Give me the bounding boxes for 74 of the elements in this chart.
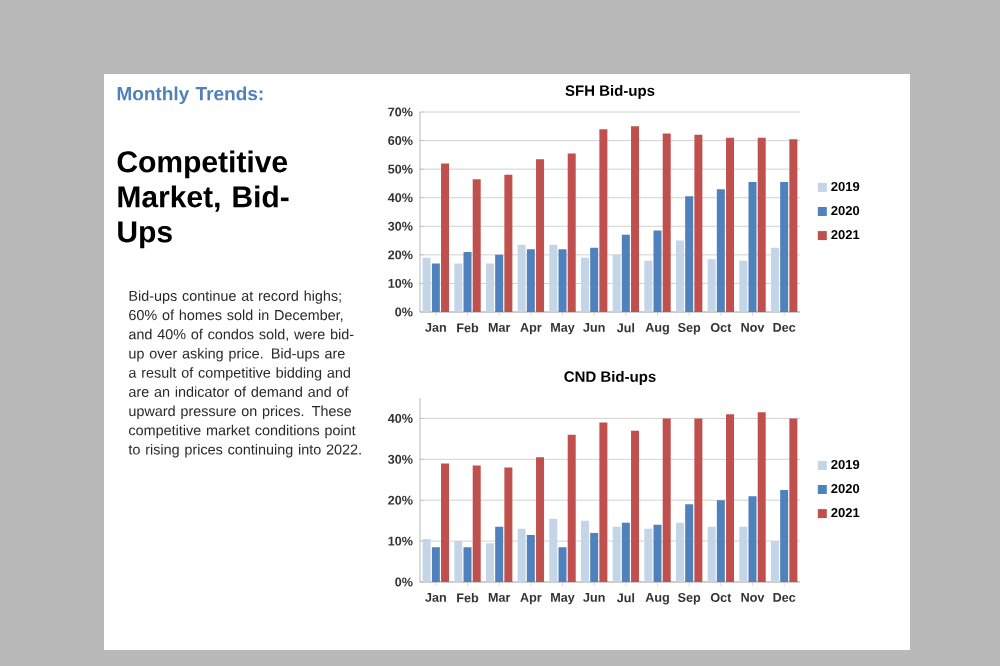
- bar: [631, 430, 640, 582]
- bar: [653, 230, 662, 312]
- bar: [517, 528, 526, 582]
- bar: [716, 500, 725, 582]
- bar: [422, 539, 431, 582]
- bar: [422, 257, 431, 312]
- bar: [485, 263, 494, 312]
- bar: [472, 179, 481, 312]
- bar: [662, 133, 671, 312]
- bar: [612, 254, 621, 312]
- bar: [757, 137, 766, 312]
- bar: [621, 234, 630, 312]
- bar: [463, 252, 472, 312]
- bar: [707, 526, 716, 582]
- bar: [757, 412, 766, 582]
- bar: [770, 541, 779, 582]
- bar: [504, 174, 513, 312]
- bar: [685, 504, 694, 582]
- bar: [526, 249, 535, 312]
- bar: [590, 247, 599, 312]
- bar: [431, 263, 440, 312]
- bar: [558, 547, 567, 582]
- bar: [454, 541, 463, 582]
- text: Monthly Trends:: [117, 86, 263, 105]
- bar: [662, 418, 671, 582]
- bar: [644, 528, 653, 582]
- bar: [495, 526, 504, 582]
- bar: [517, 244, 526, 312]
- bar: [590, 532, 599, 582]
- bar: [748, 182, 757, 312]
- bar: [780, 182, 789, 312]
- bar: [463, 547, 472, 582]
- bar: [599, 129, 608, 312]
- bar: [441, 163, 450, 312]
- bar: [599, 422, 608, 582]
- bar: [580, 520, 589, 582]
- bar: [726, 137, 735, 312]
- bar: [726, 414, 735, 582]
- bar: [770, 247, 779, 312]
- bar: [558, 249, 567, 312]
- bar: [685, 196, 694, 312]
- bar: [441, 463, 450, 582]
- bar: [644, 260, 653, 312]
- bar: [549, 244, 558, 312]
- bar: [631, 126, 640, 312]
- bar: [739, 526, 748, 582]
- bar: [485, 543, 494, 582]
- bar: [536, 159, 545, 312]
- bar: [472, 465, 481, 582]
- bar: [567, 434, 576, 582]
- bar: [675, 522, 684, 582]
- bar: [748, 496, 757, 582]
- bar: [653, 524, 662, 582]
- bar: [495, 254, 504, 312]
- text: Competitive Market, Bid-Ups: [117, 150, 289, 249]
- bar: [789, 139, 798, 312]
- bar: [716, 189, 725, 312]
- bar: [707, 259, 716, 312]
- bar: [431, 547, 440, 582]
- bar: [504, 467, 513, 582]
- bar: [549, 518, 558, 582]
- bar: [739, 260, 748, 312]
- bar: [694, 134, 703, 312]
- bar: [580, 257, 589, 312]
- bar: [675, 240, 684, 312]
- bar: [536, 457, 545, 582]
- bar: [612, 526, 621, 582]
- bar: [454, 263, 463, 312]
- bar: [567, 153, 576, 312]
- bar: [789, 418, 798, 582]
- bar: [621, 522, 630, 582]
- bar: [526, 534, 535, 582]
- bar: [780, 490, 789, 582]
- bar: [694, 418, 703, 582]
